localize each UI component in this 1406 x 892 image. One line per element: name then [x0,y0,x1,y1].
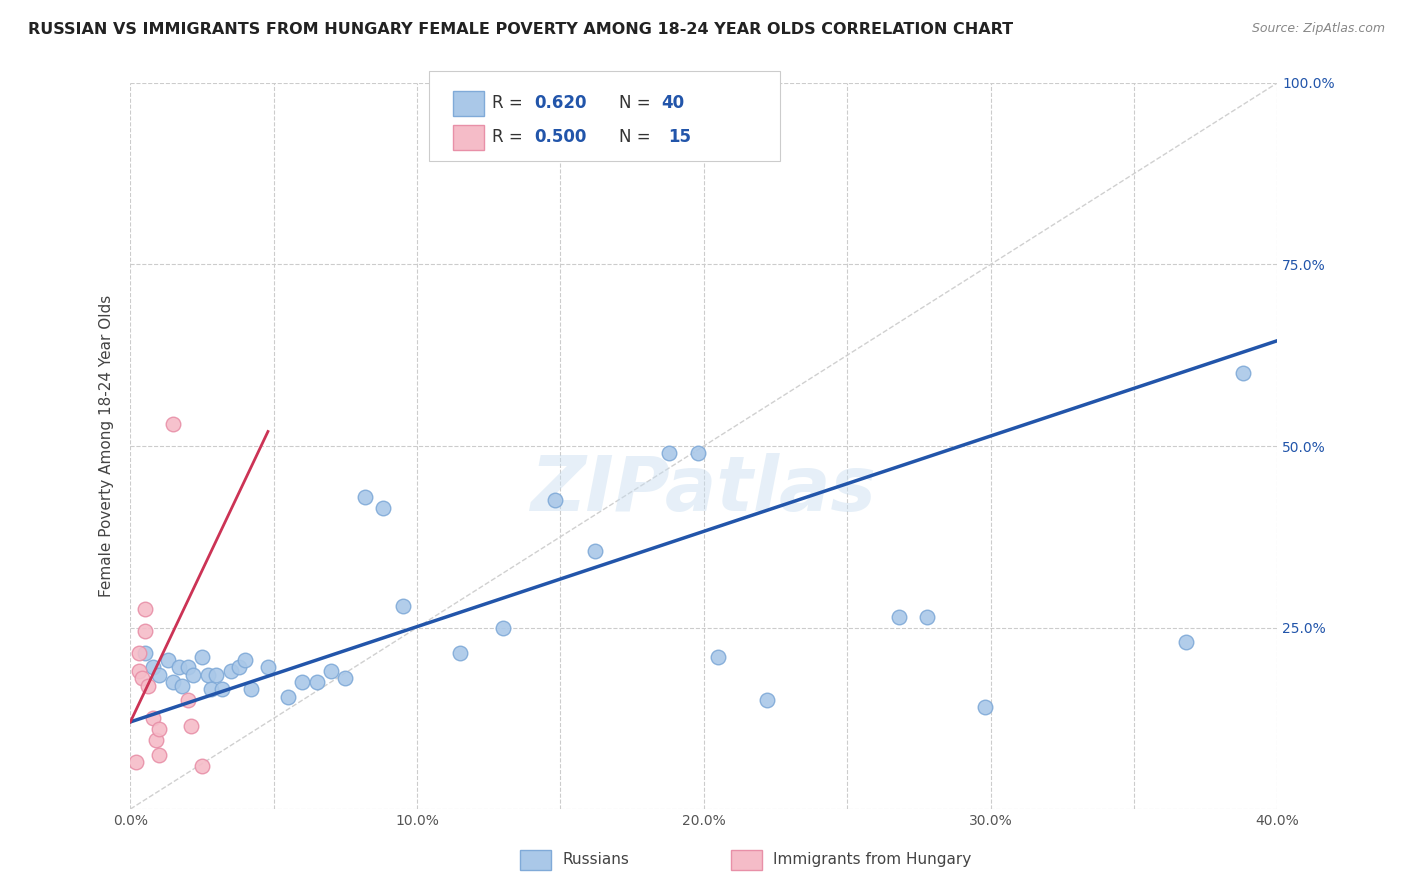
Point [335,672,357,686]
Text: 15: 15 [668,128,690,146]
Text: Immigrants from Hungary: Immigrants from Hungary [773,853,972,867]
Point [131,672,153,686]
Point [211,682,233,697]
Point [134,624,156,639]
Point [228,660,250,674]
Point [191,758,214,772]
Point [277,690,299,704]
Point [291,675,314,690]
Point [142,660,165,674]
Point [142,711,165,725]
Point [148,722,170,736]
Point [887,609,910,624]
Text: 0.620: 0.620 [534,95,586,112]
Point [148,747,170,762]
Point [134,646,156,660]
Point [128,664,150,678]
Point [167,660,190,674]
Point [162,675,184,690]
Point [233,653,256,667]
Text: Source: ZipAtlas.com: Source: ZipAtlas.com [1251,22,1385,36]
Point [319,664,342,678]
Point [755,693,778,707]
Point [219,664,242,678]
Point [145,733,167,747]
Text: RUSSIAN VS IMMIGRANTS FROM HUNGARY FEMALE POVERTY AMONG 18-24 YEAR OLDS CORRELAT: RUSSIAN VS IMMIGRANTS FROM HUNGARY FEMAL… [28,22,1014,37]
Point [191,649,214,664]
Point [125,755,148,769]
Point [583,544,606,558]
Point [170,679,193,693]
Point [305,675,328,690]
Point [200,682,222,697]
Point [134,602,156,616]
Point [257,660,280,674]
Point [1232,367,1254,381]
Point [176,660,198,674]
Point [686,446,709,460]
Text: 40: 40 [661,95,683,112]
Point [136,679,159,693]
Point [544,493,567,508]
Point [162,417,184,432]
Point [176,693,198,707]
Point [197,667,219,681]
Point [148,667,170,681]
Text: R =: R = [492,128,529,146]
Point [658,446,681,460]
Point [354,490,377,504]
Text: N =: N = [619,128,655,146]
Point [492,621,515,635]
Text: N =: N = [619,95,655,112]
Point [183,667,205,681]
Text: R =: R = [492,95,529,112]
Text: ZIPatlas: ZIPatlas [531,452,877,526]
Point [973,700,995,714]
Point [1174,635,1197,649]
Point [371,500,394,515]
Text: Russians: Russians [562,853,630,867]
Point [917,609,939,624]
Text: 0.500: 0.500 [534,128,586,146]
Point [205,667,228,681]
Point [180,718,202,732]
Point [156,653,179,667]
Y-axis label: Female Poverty Among 18-24 Year Olds: Female Poverty Among 18-24 Year Olds [100,295,114,597]
Point [707,649,730,664]
Point [239,682,262,697]
Point [391,599,413,613]
Point [449,646,471,660]
Point [128,646,150,660]
